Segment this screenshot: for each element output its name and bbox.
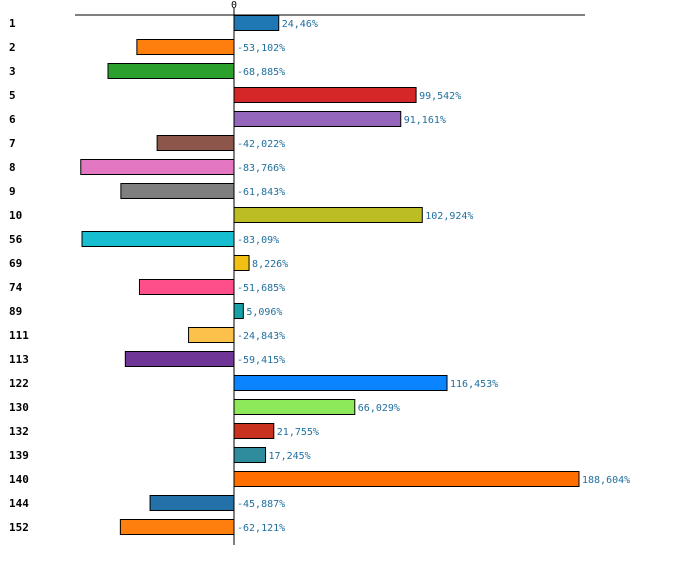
bars-group: 1 24,46% 2 -53,102% 3 -68,885% 5 99,542% 6 91,161… (9, 15, 630, 535)
bar (233, 255, 250, 271)
value-label: -24,843% (237, 331, 285, 342)
value-label: -62,121% (237, 523, 285, 534)
category-label: 130 (9, 401, 29, 414)
bar (138, 279, 235, 295)
category-label: 6 (9, 113, 16, 126)
bar (233, 399, 356, 415)
bar (233, 423, 275, 439)
category-label: 5 (9, 89, 16, 102)
value-label: 91,161% (404, 115, 446, 126)
value-label: 21,755% (277, 427, 319, 438)
bar (233, 471, 580, 487)
value-label: 102,924% (425, 211, 473, 222)
bar (80, 159, 235, 175)
value-label: -61,843% (237, 187, 285, 198)
bar (233, 207, 423, 223)
value-label: 8,226% (252, 259, 288, 270)
category-label: 144 (9, 497, 29, 510)
category-label: 8 (9, 161, 16, 174)
value-label: 17,245% (269, 451, 311, 462)
value-label: 66,029% (358, 403, 400, 414)
value-label: 116,453% (450, 379, 498, 390)
value-label: -83,09% (237, 235, 279, 246)
category-label: 113 (9, 353, 29, 366)
value-label: 24,46% (282, 19, 318, 30)
bar (233, 447, 267, 463)
bar (233, 303, 244, 319)
category-label: 10 (9, 209, 22, 222)
bar (136, 39, 235, 55)
value-label: -83,766% (237, 163, 285, 174)
value-label: -45,887% (237, 499, 285, 510)
bar (188, 327, 235, 343)
zero-tick-label: 0 (231, 0, 237, 11)
category-label: 140 (9, 473, 29, 486)
category-label: 132 (9, 425, 29, 438)
bar (233, 375, 448, 391)
bar (149, 495, 235, 511)
value-label: 99,542% (419, 91, 461, 102)
value-label: -51,685% (237, 283, 285, 294)
bar (81, 231, 235, 247)
bar (233, 15, 280, 31)
value-label: -59,415% (237, 355, 285, 366)
category-label: 122 (9, 377, 29, 390)
category-label: 69 (9, 257, 22, 270)
category-label: 1 (9, 17, 16, 30)
category-label: 2 (9, 41, 16, 54)
bar (233, 87, 417, 103)
category-label: 139 (9, 449, 29, 462)
value-label: 5,096% (246, 307, 282, 318)
category-label: 56 (9, 233, 23, 246)
bar (124, 351, 235, 367)
bar (107, 63, 235, 79)
category-label: 152 (9, 521, 29, 534)
value-label: -42,022% (237, 139, 285, 150)
bar (156, 135, 235, 151)
value-label: -68,885% (237, 67, 285, 78)
category-label: 111 (9, 329, 29, 342)
value-label: 188,604% (582, 475, 630, 486)
value-label: -53,102% (237, 43, 285, 54)
bar (233, 111, 402, 127)
category-label: 7 (9, 137, 16, 150)
category-label: 89 (9, 305, 22, 318)
category-label: 9 (9, 185, 16, 198)
category-label: 74 (9, 281, 23, 294)
bar (119, 519, 235, 535)
category-label: 3 (9, 65, 16, 78)
bar (120, 183, 235, 199)
